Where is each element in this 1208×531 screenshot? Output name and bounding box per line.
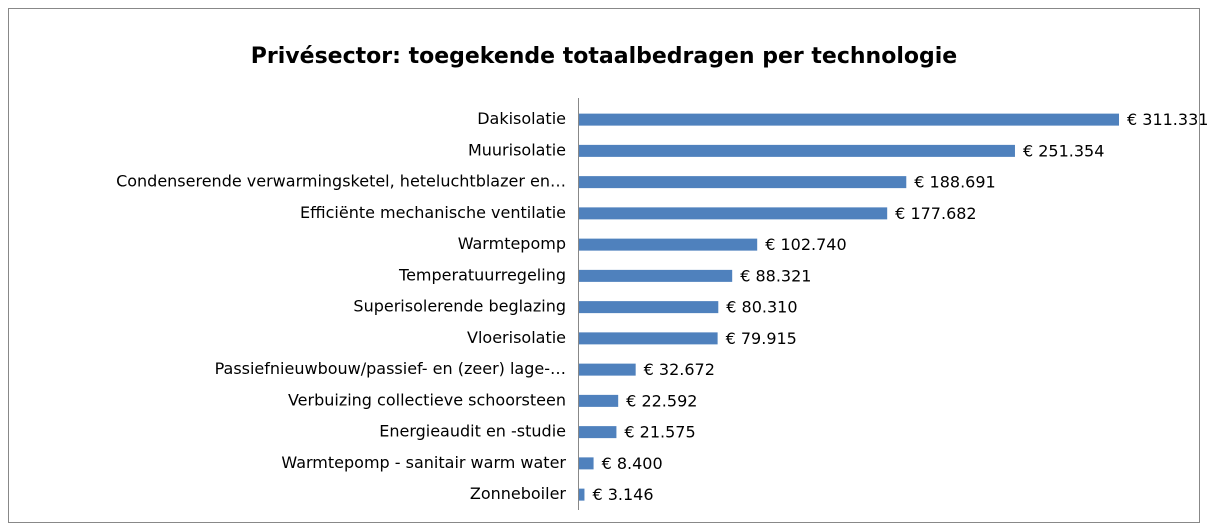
category-label: Efficiënte mechanische ventilatie (300, 203, 566, 222)
value-label: € 188.691 (914, 173, 995, 192)
bar (579, 113, 1119, 126)
value-label: € 32.672 (644, 360, 715, 379)
value-label: € 8.400 (602, 454, 663, 473)
chart-title: Privésector: toegekende totaalbedragen p… (251, 44, 957, 69)
value-label: € 88.321 (740, 266, 811, 285)
category-label: Condenserende verwarmingsketel, heteluch… (116, 172, 566, 191)
value-label: € 3.146 (592, 485, 653, 504)
category-label: Muurisolatie (468, 140, 566, 159)
value-label: € 251.354 (1023, 141, 1104, 160)
value-label: € 21.575 (624, 423, 695, 442)
bar (579, 238, 758, 251)
value-label: € 22.592 (626, 391, 697, 410)
category-label: Verbuizing collectieve schoorsteen (288, 390, 566, 409)
category-label: Vloerisolatie (467, 328, 566, 347)
category-label: Energieaudit en -studie (379, 422, 566, 441)
bar (579, 394, 619, 407)
bar (579, 301, 719, 314)
category-label: Temperatuurregeling (398, 265, 566, 284)
bar (579, 457, 594, 470)
bar (579, 332, 718, 345)
bar (579, 363, 636, 376)
chart-border (8, 8, 1200, 523)
bar (579, 144, 1015, 157)
bar (579, 426, 617, 439)
category-label: Superisolerende beglazing (353, 297, 566, 316)
value-label: € 177.682 (895, 204, 976, 223)
category-label: Passiefnieuwbouw/passief- en (zeer) lage… (215, 359, 566, 378)
bar (579, 207, 888, 220)
bar (579, 269, 733, 282)
category-label: Warmtepomp - sanitair warm water (281, 453, 566, 472)
bar (579, 488, 585, 501)
bar (579, 176, 907, 189)
value-label: € 79.915 (726, 329, 797, 348)
value-label: € 80.310 (726, 298, 797, 317)
value-label: € 311.331 (1127, 110, 1208, 129)
category-label: Zonneboiler (470, 484, 567, 503)
category-label: Warmtepomp (458, 234, 566, 253)
category-label: Dakisolatie (477, 109, 566, 128)
value-label: € 102.740 (765, 235, 846, 254)
